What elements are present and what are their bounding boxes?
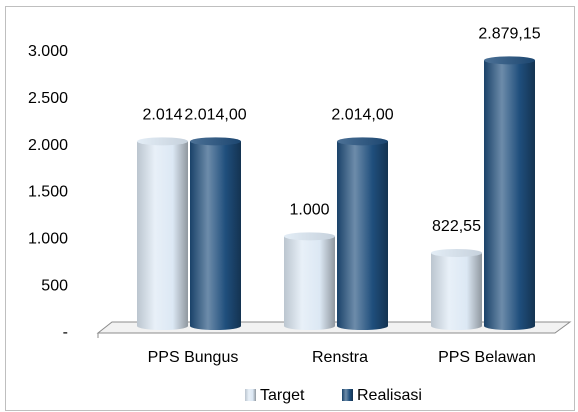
bar xyxy=(137,141,188,330)
y-tick-label: 500 xyxy=(41,277,68,294)
bar-top xyxy=(431,248,482,257)
legend-swatch xyxy=(245,389,256,401)
bar-top xyxy=(137,137,188,146)
legend-swatch xyxy=(342,389,353,401)
y-tick-label: 2.500 xyxy=(28,90,68,107)
x-tick-label: PPS Bungus xyxy=(148,349,239,366)
bar-top xyxy=(337,137,388,146)
y-tick-label: 1.500 xyxy=(28,184,68,201)
value-label: 2.014,00 xyxy=(184,107,246,124)
x-tick-label: PPS Belawan xyxy=(438,349,536,366)
chart-border xyxy=(5,6,575,411)
legend-label: Target xyxy=(260,387,305,404)
y-tick-label: 2.000 xyxy=(28,137,68,154)
bar xyxy=(337,141,388,330)
bar-top xyxy=(284,232,335,241)
value-label: 2.014 xyxy=(142,107,182,124)
y-tick-label: 3.000 xyxy=(28,43,68,60)
value-label: 2.014,00 xyxy=(331,107,393,124)
legend-label: Realisasi xyxy=(357,387,422,404)
value-label: 1.000 xyxy=(289,202,329,219)
bar-top xyxy=(190,137,241,146)
bar xyxy=(431,252,482,330)
y-tick-label: - xyxy=(63,324,68,341)
value-label: 2.879,15 xyxy=(478,26,540,43)
x-tick-label: Renstra xyxy=(312,349,368,366)
bar xyxy=(284,236,335,330)
y-tick-label: 1.000 xyxy=(28,231,68,248)
value-label: 822,55 xyxy=(432,218,481,235)
bar xyxy=(484,60,535,331)
bar xyxy=(190,141,241,330)
bar-top xyxy=(484,56,535,65)
